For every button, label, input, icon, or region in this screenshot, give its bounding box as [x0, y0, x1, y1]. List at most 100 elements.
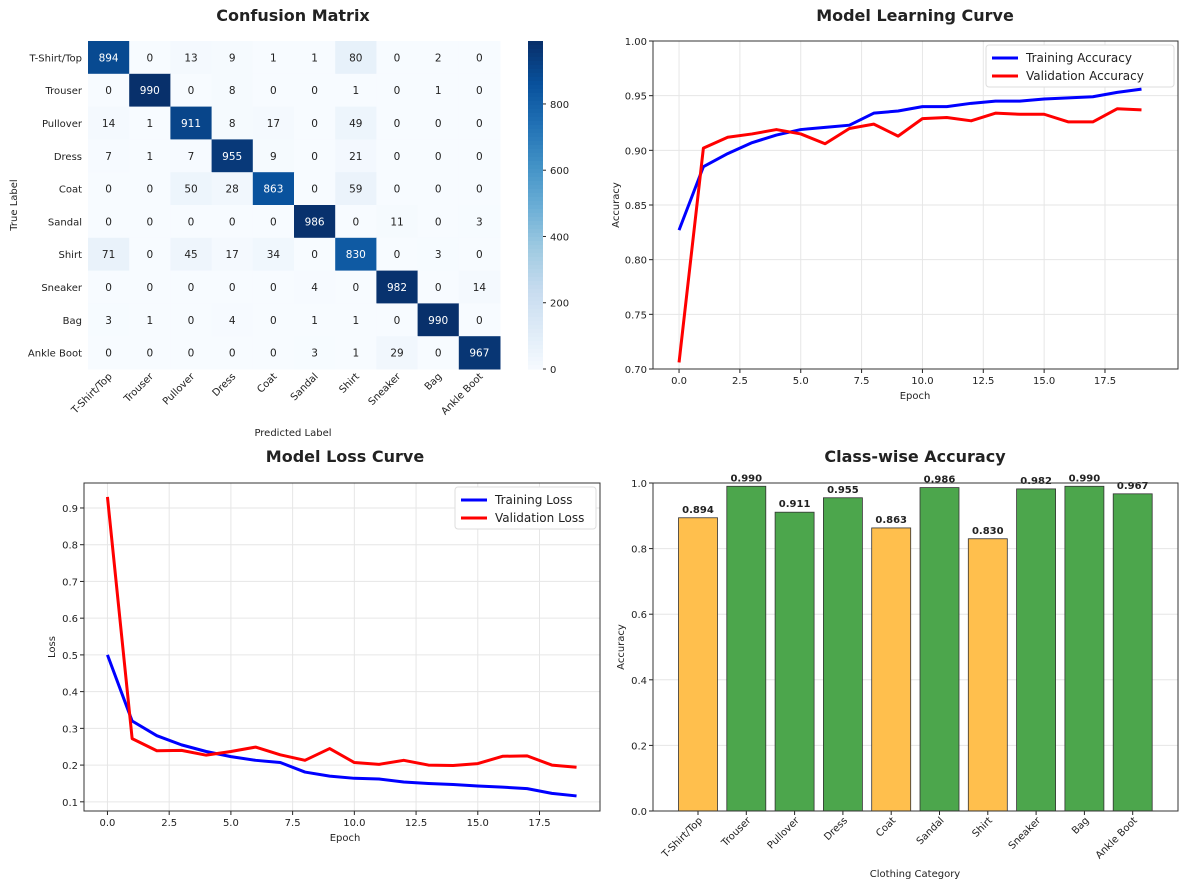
y-tick-label: 0.1 — [62, 798, 78, 809]
heatmap-cell-value: 0 — [188, 315, 195, 327]
heatmap-cell-value: 0 — [311, 118, 318, 130]
colorbar-segment — [528, 241, 543, 246]
colorbar-segment — [528, 89, 543, 94]
colorbar-segment — [528, 297, 543, 302]
x-tick-label: 10.0 — [911, 376, 933, 387]
heatmap-cell — [129, 106, 171, 140]
legend: Training Accuracy Validation Accuracy — [985, 44, 1175, 88]
heatmap-cell — [294, 237, 336, 272]
heatmap-cell-value: 0 — [394, 249, 401, 261]
heatmap-cell — [417, 139, 460, 173]
heatmap-cell-value: 1 — [352, 348, 359, 360]
y-tick-label: 0.95 — [625, 92, 647, 103]
x-tick-label: 7.5 — [854, 376, 870, 387]
colorbar-segment — [528, 197, 543, 202]
heatmap-cell-value: 0 — [146, 216, 153, 228]
colorbar-segment — [528, 125, 543, 130]
colorbar-segment — [528, 225, 543, 230]
colorbar-segment — [528, 321, 543, 326]
heatmap-cell — [170, 205, 213, 239]
heatmap-cell-value: 0 — [270, 315, 277, 327]
training-line — [106, 654, 577, 798]
heatmap-cell — [458, 41, 501, 75]
heatmap-cell — [376, 336, 419, 370]
colorbar-tick-label: 200 — [550, 299, 569, 310]
heatmap-cell-value: 911 — [181, 118, 201, 130]
learning-curve-panel: Model Learning Curve 0.0 2.5 5.0 7.5 10.0 12.… — [611, 6, 1179, 402]
heatmap-cell — [88, 106, 130, 140]
heatmap-cell — [211, 270, 254, 304]
heatmap-cell-value: 0 — [146, 52, 153, 64]
loss-curve-title: Model Loss Curve — [266, 447, 425, 466]
heatmap-cell-value: 0 — [105, 216, 112, 228]
heatmap-cell-value: 0 — [394, 315, 401, 327]
colorbar-segment — [528, 185, 543, 190]
y-tick-label: 0.4 — [631, 676, 647, 687]
colorbar-segment — [528, 77, 543, 82]
heatmap-cell — [211, 139, 254, 173]
x-tick-label: 5.0 — [793, 376, 809, 387]
heatmap-cell-value: 49 — [349, 118, 362, 130]
heatmap-cell-value: 0 — [311, 85, 318, 97]
colorbar-segment — [528, 57, 543, 62]
row-tick-label: Ankle Boot — [28, 349, 82, 360]
heatmap-cell — [417, 237, 460, 272]
row-tick-label: Coat — [59, 185, 82, 196]
heatmap-cell — [376, 172, 419, 206]
heatmap-cell-value: 1 — [270, 52, 277, 64]
bar-value-label: 0.955 — [827, 485, 859, 496]
heatmap-cell-value: 0 — [105, 282, 112, 294]
y-tick-label: 0.8 — [631, 545, 647, 556]
heatmap-cell — [417, 73, 460, 108]
heatmap-cell — [88, 303, 130, 337]
colorbar-segment — [528, 165, 543, 170]
heatmap-cell-value: 0 — [229, 282, 236, 294]
x-tick-label: 12.5 — [972, 376, 994, 387]
colorbar-segment — [528, 265, 543, 270]
row-tick-label: Shirt — [59, 250, 83, 261]
heatmap-cell — [252, 41, 295, 75]
bar — [1016, 488, 1056, 812]
heatmap-cell — [170, 303, 213, 337]
plot-frame — [652, 482, 1179, 812]
bar-value-label: 0.990 — [1069, 473, 1101, 484]
y-tick-label: 0.85 — [625, 201, 647, 212]
bar — [823, 497, 863, 812]
heatmap-cell-value: 0 — [270, 348, 277, 360]
colorbar-segment — [528, 69, 543, 74]
heatmap-cell — [417, 303, 460, 337]
column-tick-label: Dress — [211, 371, 239, 399]
heatmap-cell-value: 0 — [394, 85, 401, 97]
heatmap-cell-value: 894 — [99, 52, 119, 64]
heatmap-cell-value: 0 — [146, 249, 153, 261]
heatmap-cell-value: 0 — [270, 85, 277, 97]
colorbar-segment — [528, 289, 543, 294]
heatmap-cell — [294, 303, 336, 337]
colorbar-segment — [528, 193, 543, 198]
heatmap-cell — [376, 106, 419, 140]
heatmap-cell — [129, 336, 171, 370]
y-tick-label: 0.70 — [625, 365, 647, 376]
heatmap-cell — [170, 41, 213, 75]
heatmap-cell-value: 0 — [270, 216, 277, 228]
heatmap-cell — [376, 139, 419, 173]
heatmap-cell-value: 9 — [270, 151, 277, 163]
heatmap-cell-value: 0 — [476, 184, 483, 196]
heatmap-cell — [170, 106, 213, 140]
colorbar-segment — [528, 209, 543, 214]
y-tick-label: 0.8 — [62, 541, 78, 552]
loss-curve-panel: Model Loss Curve 0.0 2.5 5.0 7.5 10.0 12.5 15.… — [47, 447, 601, 844]
heatmap-cell — [294, 41, 336, 75]
x-tick-label: 17.5 — [528, 818, 550, 829]
confusion-matrix-xlabel: Predicted Label — [254, 428, 331, 439]
heatmap-cell — [458, 106, 501, 140]
heatmap-cell-value: 3 — [476, 216, 483, 228]
colorbar-segment — [528, 45, 543, 50]
heatmap-cell-value: 0 — [476, 249, 483, 261]
heatmap-cell — [335, 237, 377, 272]
heatmap-cell-value: 0 — [435, 348, 442, 360]
heatmap-cell — [252, 106, 295, 140]
bar-value-label: 0.982 — [1020, 476, 1052, 487]
row-tick-label: Dress — [54, 152, 82, 163]
